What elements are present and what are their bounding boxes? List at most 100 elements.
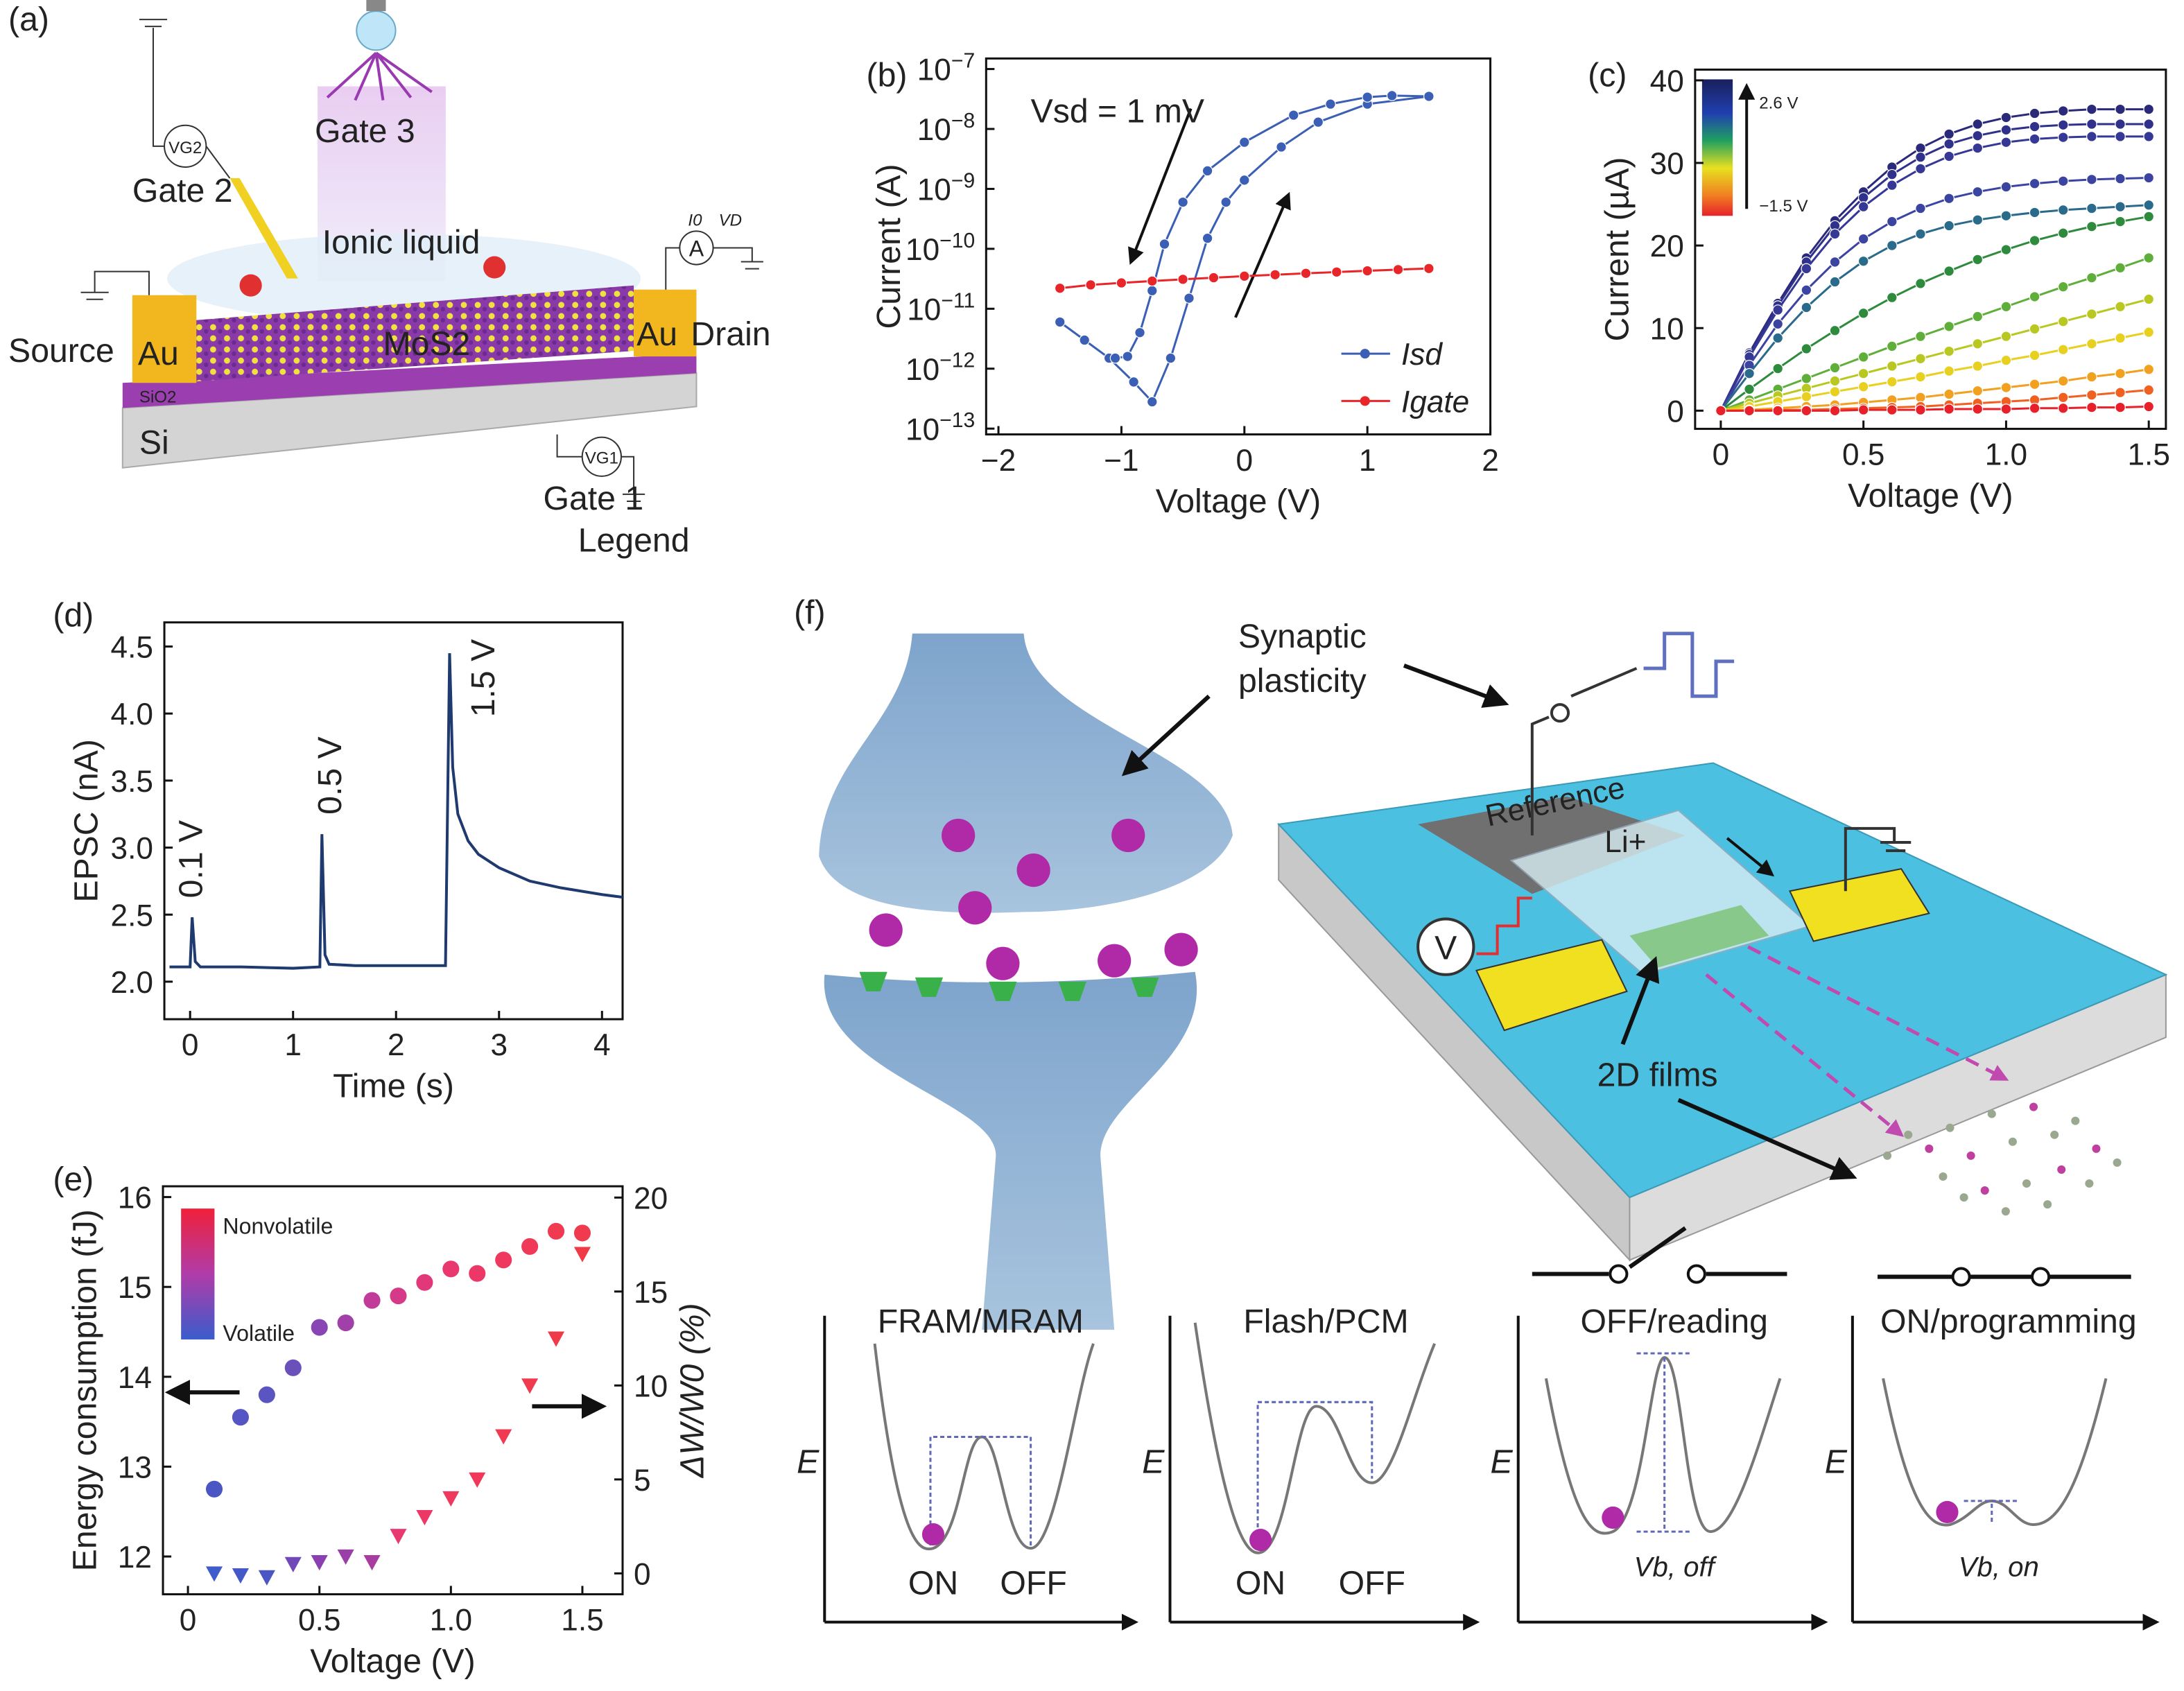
source-ground — [80, 270, 150, 300]
colorbar — [1701, 79, 1733, 216]
tick-exponent: −10 — [939, 229, 975, 252]
point — [1972, 385, 1984, 397]
vg2-meter — [164, 124, 207, 168]
point — [1972, 404, 1984, 415]
point — [1915, 278, 1926, 289]
point — [2000, 331, 2012, 342]
chart: 0 1 2 3 4 2.0 2.5 3.0 3.5 4.0 4.5 Time (s) EPSC (nA)… — [53, 597, 624, 1104]
pointer-arrow — [1677, 1098, 1857, 1180]
point — [1276, 141, 1287, 153]
y2-tick-label: 5 — [634, 1464, 651, 1498]
point — [1886, 216, 1898, 227]
series-line — [1719, 123, 2149, 412]
point — [2115, 201, 2126, 212]
tick-base: 10 — [905, 353, 939, 387]
si-substrate — [121, 372, 697, 469]
point — [2057, 205, 2069, 216]
x-tick-label: 0.5 — [298, 1604, 340, 1638]
point — [2143, 401, 2155, 413]
meter-label: I0 — [688, 211, 702, 229]
point — [1886, 361, 1898, 372]
voltage-source — [1416, 917, 1475, 976]
point — [2143, 252, 2155, 263]
tick-exponent: −13 — [939, 409, 975, 432]
point — [2029, 349, 2040, 361]
point — [1972, 186, 1984, 198]
zoom-line — [1705, 973, 1905, 1137]
point — [547, 1331, 565, 1347]
point — [1915, 353, 1926, 365]
point — [2029, 177, 2040, 189]
au-drain — [634, 289, 697, 357]
point — [2086, 103, 2097, 115]
terminal — [1550, 703, 1570, 723]
series-line — [1720, 368, 2149, 412]
point — [2086, 220, 2097, 232]
x-tick-label: 0.5 — [1842, 438, 1884, 472]
point — [1857, 255, 1869, 267]
y-tick-label: 14 — [118, 1361, 152, 1395]
point — [1915, 404, 1926, 415]
panel-f: (f) Synaptic plasticity Reference — [794, 594, 2166, 1622]
barrier-lines — [929, 1352, 2020, 1549]
zoom-line — [1747, 945, 2009, 1081]
label: Au — [138, 335, 179, 372]
meter-label: VG1 — [585, 449, 618, 468]
label: Ionic liquid — [322, 224, 480, 261]
au-source — [132, 295, 197, 383]
point — [2057, 175, 2069, 187]
panel-label: (d) — [53, 597, 94, 634]
point — [1915, 228, 1926, 240]
point — [1744, 383, 1755, 395]
label: MoS2 — [383, 325, 470, 363]
point — [1943, 138, 1955, 150]
point — [1801, 373, 1812, 384]
point — [1801, 391, 1812, 402]
ion-arrow — [1726, 837, 1775, 877]
point — [2115, 173, 2126, 184]
point — [1857, 404, 1869, 415]
point — [2115, 119, 2126, 130]
series-line — [1719, 108, 2149, 411]
point — [2029, 323, 2040, 335]
point — [547, 1222, 565, 1240]
point — [1886, 404, 1898, 415]
electrode-pad — [1475, 939, 1628, 1032]
tick-exponent: −8 — [951, 110, 975, 132]
point — [573, 1247, 591, 1263]
lattice — [1883, 1102, 2122, 1216]
well-title: OFF/reading — [1580, 1303, 1768, 1340]
electrode-pad — [1789, 868, 1930, 942]
x-tick-label: −1 — [1104, 444, 1138, 478]
point — [2115, 131, 2126, 142]
point — [1054, 282, 1066, 294]
point — [2115, 301, 2126, 313]
point — [2115, 401, 2126, 413]
vg1-meter — [581, 436, 622, 477]
point — [1972, 338, 1984, 349]
y-tick-label: 15 — [118, 1271, 152, 1305]
point — [284, 1359, 302, 1376]
y-tick-label: 10−8 — [917, 110, 975, 147]
point — [2115, 332, 2126, 344]
point — [1829, 362, 1841, 374]
point — [2057, 281, 2069, 293]
reference-electrode — [1418, 796, 1685, 894]
y2-axis-label: ΔW/W0 (%) — [674, 1303, 711, 1478]
point — [1943, 388, 1955, 400]
sio2-layer — [122, 354, 697, 408]
panel-label: (f) — [794, 594, 825, 632]
point — [232, 1568, 249, 1584]
point — [1972, 119, 1984, 130]
point — [1238, 137, 1250, 148]
point — [1915, 163, 1926, 175]
point — [2115, 367, 2126, 379]
y-tick-label: 10−11 — [907, 289, 975, 327]
postsynapse — [824, 971, 1197, 1330]
series-line — [1720, 215, 2149, 412]
point — [1238, 174, 1250, 186]
point — [1972, 130, 1984, 141]
switch-terminal — [1686, 1264, 1706, 1284]
point — [1943, 365, 1955, 376]
y-axis-label: EPSC (nA) — [68, 739, 105, 903]
